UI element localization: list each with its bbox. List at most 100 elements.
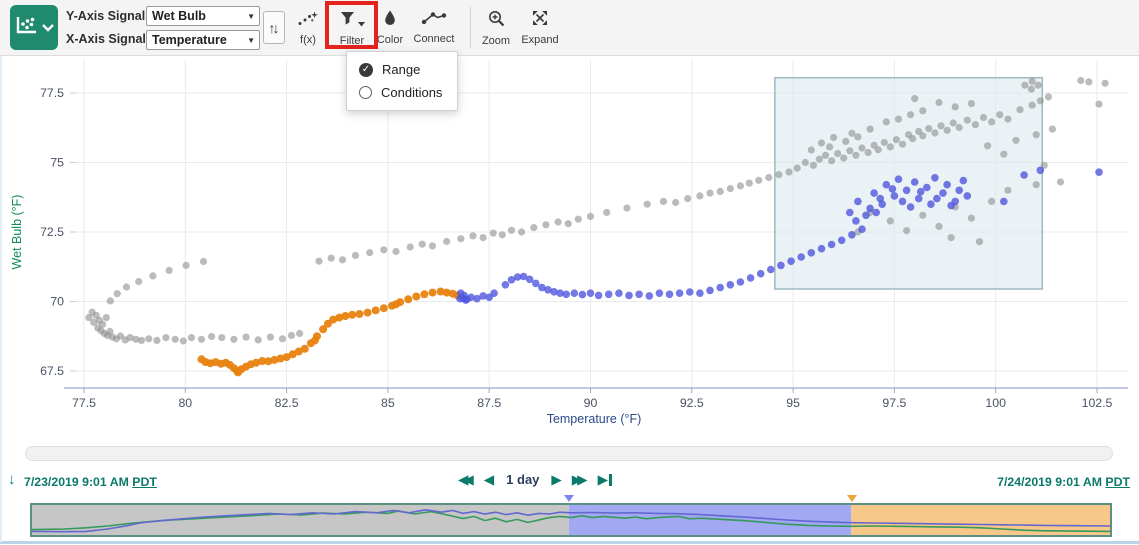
scatter-point bbox=[363, 308, 372, 317]
connect-button[interactable]: Connect bbox=[408, 4, 460, 52]
step-forward-button[interactable]: ▶ bbox=[551, 471, 562, 487]
scatter-point bbox=[787, 257, 795, 265]
x-tick-label: 95 bbox=[786, 396, 800, 410]
scatter-point bbox=[935, 222, 943, 230]
selection-box[interactable] bbox=[774, 76, 1044, 290]
scatter-point bbox=[988, 197, 996, 205]
scatter-point bbox=[890, 192, 899, 200]
scatter-point bbox=[858, 225, 866, 233]
scatter-point bbox=[102, 314, 110, 322]
timebar-marker-0[interactable] bbox=[563, 495, 574, 502]
zoom-magnifier-icon bbox=[488, 10, 505, 32]
scatter-point bbox=[554, 218, 562, 226]
scatter-point bbox=[854, 133, 862, 141]
scatter-point bbox=[686, 288, 694, 296]
filter-caret-icon bbox=[357, 14, 365, 32]
scatter-point bbox=[988, 118, 996, 126]
scatter-point bbox=[182, 261, 190, 269]
scatter-point bbox=[149, 272, 157, 280]
step-back-button[interactable]: ◀ bbox=[483, 471, 495, 487]
scatter-point bbox=[655, 289, 664, 297]
menu-item-conditions[interactable]: Conditions bbox=[347, 81, 457, 104]
scatter-point bbox=[826, 143, 834, 151]
x-axis-signal-select[interactable]: Temperature ▼ bbox=[146, 30, 260, 50]
scatter-point bbox=[886, 217, 894, 225]
scatter-point bbox=[1016, 106, 1024, 114]
timeline-start-arrow-icon[interactable]: ↓ bbox=[8, 471, 16, 488]
scatter-point bbox=[171, 335, 179, 343]
swap-axes-button[interactable]: ↑↓ bbox=[263, 11, 285, 44]
chart-type-button[interactable] bbox=[10, 5, 58, 50]
scatter-point bbox=[473, 294, 481, 303]
scatter-point bbox=[126, 334, 134, 342]
scatter-point bbox=[939, 189, 947, 197]
scatter-point bbox=[937, 122, 945, 130]
step-forward-fast-button[interactable]: ▶▶ bbox=[571, 471, 588, 487]
scatter-point bbox=[755, 176, 763, 184]
y-axis-signal-select[interactable]: Wet Bulb ▼ bbox=[146, 6, 260, 26]
scatter-point bbox=[615, 289, 623, 297]
scatter-point bbox=[830, 133, 838, 142]
scatter-point bbox=[1036, 97, 1044, 105]
timebar-marker-1[interactable] bbox=[847, 495, 858, 502]
scatter-point bbox=[538, 283, 546, 292]
scatter-point bbox=[785, 168, 793, 176]
timebar-blue-trace bbox=[32, 508, 1110, 533]
scatter-point bbox=[971, 121, 980, 129]
zoom-button[interactable]: Zoom bbox=[476, 4, 516, 52]
scatter-point bbox=[122, 283, 131, 291]
scatter-point bbox=[898, 140, 907, 148]
swap-axes-icon: ↑↓ bbox=[268, 19, 280, 36]
x-axis-scrollbar[interactable] bbox=[25, 446, 1113, 461]
start-timezone-link[interactable]: PDT bbox=[132, 475, 157, 489]
timebar-region-blue[interactable] bbox=[568, 505, 852, 535]
expand-button[interactable]: Expand bbox=[516, 4, 564, 52]
checked-radio-icon: ✓ bbox=[359, 62, 373, 77]
mini-timebar[interactable] bbox=[30, 503, 1112, 537]
scatter-point bbox=[296, 329, 304, 338]
step-back-fast-button[interactable]: ◀◀ bbox=[458, 471, 474, 487]
scatter-point bbox=[276, 354, 285, 363]
scatter-chart-icon bbox=[15, 15, 39, 40]
scatter-point bbox=[797, 253, 805, 261]
scatter-point bbox=[923, 183, 931, 192]
select-caret-icon: ▼ bbox=[247, 11, 255, 21]
scatter-plot[interactable]: 77.5 80 82.5 85 87.5 90 92.5 95 97.5 100 102.5 67.5… bbox=[0, 56, 1139, 440]
scatter-point bbox=[507, 226, 516, 234]
scatter-point bbox=[1034, 81, 1042, 89]
scatter-point bbox=[919, 107, 927, 115]
fx-button[interactable]: f(x) bbox=[288, 4, 328, 52]
timebar-region-gray[interactable] bbox=[32, 505, 569, 535]
scatter-point bbox=[906, 203, 915, 211]
scatter-point bbox=[842, 137, 850, 145]
x-tick-label: 97.5 bbox=[882, 396, 906, 410]
scatter-point bbox=[234, 368, 242, 377]
scatter-point bbox=[282, 353, 291, 362]
step-duration-label[interactable]: 1 day bbox=[506, 472, 540, 487]
menu-item-range[interactable]: ✓ Range bbox=[347, 58, 457, 81]
scatter-point bbox=[355, 310, 364, 318]
scatter-point bbox=[187, 334, 195, 342]
end-timezone-link[interactable]: PDT bbox=[1105, 475, 1130, 489]
end-date-text: 7/24/2019 9:01 AM bbox=[997, 475, 1102, 489]
timebar-region-orange[interactable] bbox=[851, 505, 1110, 535]
scatter-point bbox=[311, 336, 319, 345]
scatter-point bbox=[106, 297, 114, 305]
expand-arrows-icon bbox=[532, 10, 548, 31]
scatter-point bbox=[420, 290, 429, 299]
scatter-point bbox=[179, 337, 187, 345]
scatter-point bbox=[736, 278, 745, 286]
scatter-point bbox=[404, 295, 413, 304]
scatter-point bbox=[379, 304, 388, 313]
step-to-end-button[interactable]: ▶ bbox=[598, 473, 613, 487]
scatter-point bbox=[834, 150, 842, 158]
scatter-point bbox=[846, 208, 854, 217]
scatter-point bbox=[300, 344, 309, 353]
scatter-point bbox=[1021, 81, 1029, 89]
y-tick-label: 70 bbox=[50, 295, 64, 309]
filter-button[interactable]: Filter bbox=[330, 4, 374, 52]
color-button[interactable]: Color bbox=[372, 4, 408, 52]
scatter-point bbox=[530, 224, 538, 232]
scatter-point bbox=[919, 132, 927, 140]
scatter-point bbox=[1036, 166, 1045, 175]
